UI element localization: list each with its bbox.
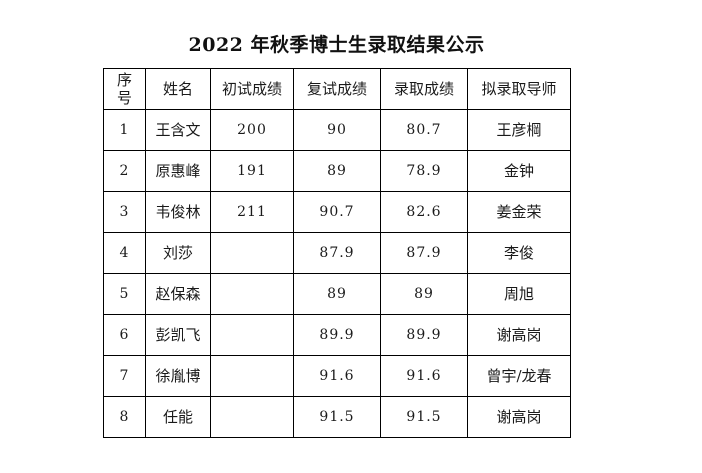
cell-tutor: 姜金荣: [467, 191, 571, 233]
table-row: 2 原惠峰 191 89 78.9 金钟: [103, 150, 571, 192]
cell-tutor: 曾宇/龙春: [467, 355, 571, 397]
header-initial-score: 初试成绩: [210, 68, 294, 110]
cell-initial-score: [210, 314, 294, 356]
table-row: 4 刘莎 87.9 87.9 李俊: [103, 232, 571, 274]
cell-seq: 6: [103, 314, 146, 356]
cell-name: 刘莎: [145, 232, 211, 274]
cell-admit-score: 78.9: [380, 150, 468, 192]
cell-seq: 1: [103, 109, 146, 151]
admission-results-table: 序 号 姓名 初试成绩 复试成绩 录取成绩 拟录取导师 1 王含文 200 90…: [103, 68, 571, 438]
cell-name: 任能: [145, 396, 211, 438]
header-retest-score: 复试成绩: [293, 68, 381, 110]
cell-seq: 2: [103, 150, 146, 192]
cell-retest-score: 89: [293, 150, 381, 192]
cell-tutor: 金钟: [467, 150, 571, 192]
cell-tutor: 谢高岗: [467, 396, 571, 438]
cell-initial-score: 191: [210, 150, 294, 192]
cell-name: 徐胤博: [145, 355, 211, 397]
cell-retest-score: 90: [293, 109, 381, 151]
cell-initial-score: [210, 232, 294, 274]
cell-retest-score: 87.9: [293, 232, 381, 274]
header-name: 姓名: [145, 68, 211, 110]
cell-initial-score: [210, 355, 294, 397]
cell-name: 韦俊林: [145, 191, 211, 233]
cell-tutor: 王彦棡: [467, 109, 571, 151]
cell-tutor: 谢高岗: [467, 314, 571, 356]
page-title: 2022 年秋季博士生录取结果公示: [188, 34, 485, 56]
cell-tutor: 周旭: [467, 273, 571, 315]
cell-seq: 5: [103, 273, 146, 315]
cell-retest-score: 91.5: [293, 396, 381, 438]
cell-tutor: 李俊: [467, 232, 571, 274]
cell-admit-score: 87.9: [380, 232, 468, 274]
cell-seq: 4: [103, 232, 146, 274]
cell-initial-score: [210, 396, 294, 438]
table-row: 7 徐胤博 91.6 91.6 曾宇/龙春: [103, 355, 571, 397]
cell-retest-score: 90.7: [293, 191, 381, 233]
cell-initial-score: 200: [210, 109, 294, 151]
cell-retest-score: 89.9: [293, 314, 381, 356]
cell-admit-score: 89.9: [380, 314, 468, 356]
table-row: 1 王含文 200 90 80.7 王彦棡: [103, 109, 571, 151]
header-seq-no: 序 号: [103, 68, 146, 110]
cell-admit-score: 91.5: [380, 396, 468, 438]
table-row: 5 赵保森 89 89 周旭: [103, 273, 571, 315]
table-row: 8 任能 91.5 91.5 谢高岗: [103, 396, 571, 438]
cell-initial-score: [210, 273, 294, 315]
cell-name: 赵保森: [145, 273, 211, 315]
table-row: 3 韦俊林 211 90.7 82.6 姜金荣: [103, 191, 571, 233]
cell-admit-score: 89: [380, 273, 468, 315]
header-admit-score: 录取成绩: [380, 68, 468, 110]
cell-admit-score: 82.6: [380, 191, 468, 233]
table-row: 6 彭凯飞 89.9 89.9 谢高岗: [103, 314, 571, 356]
cell-retest-score: 91.6: [293, 355, 381, 397]
table-header-row: 序 号 姓名 初试成绩 复试成绩 录取成绩 拟录取导师: [103, 68, 571, 110]
cell-seq: 7: [103, 355, 146, 397]
cell-seq: 8: [103, 396, 146, 438]
cell-name: 原惠峰: [145, 150, 211, 192]
cell-admit-score: 80.7: [380, 109, 468, 151]
cell-retest-score: 89: [293, 273, 381, 315]
cell-seq: 3: [103, 191, 146, 233]
cell-admit-score: 91.6: [380, 355, 468, 397]
header-tutor: 拟录取导师: [467, 68, 571, 110]
cell-name: 王含文: [145, 109, 211, 151]
cell-initial-score: 211: [210, 191, 294, 233]
cell-name: 彭凯飞: [145, 314, 211, 356]
